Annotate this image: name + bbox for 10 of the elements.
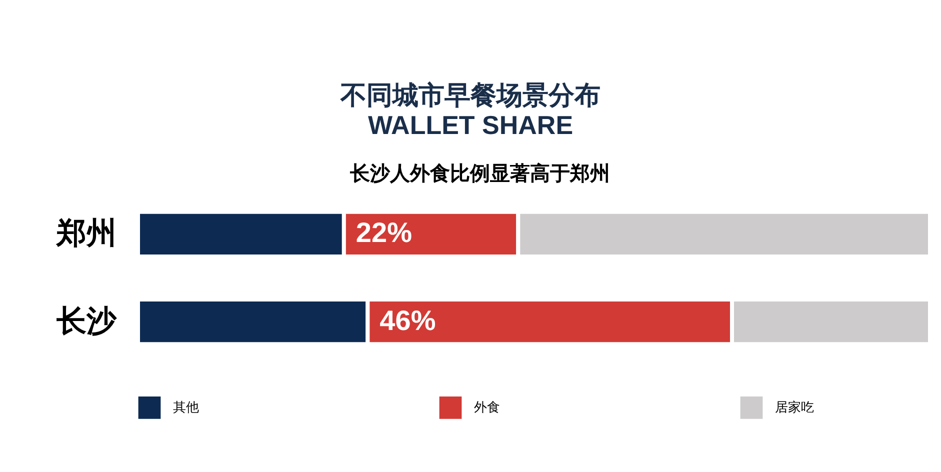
legend-label: 外食 — [474, 400, 500, 415]
chart-title: 不同城市早餐场景分布 — [339, 80, 602, 110]
legend-label: 居家吃 — [775, 400, 814, 415]
text: 长沙人外食比例显著高于郑州 — [350, 162, 610, 187]
data-label: 22% — [356, 217, 412, 248]
y-tick-label: 长沙 — [56, 304, 118, 338]
data-label: 46% — [380, 304, 436, 336]
legend-label: 其他 — [173, 400, 199, 415]
chart-subtitle: WALLET SHARE — [366, 110, 574, 140]
y-tick-label: 郑州 — [56, 217, 116, 250]
